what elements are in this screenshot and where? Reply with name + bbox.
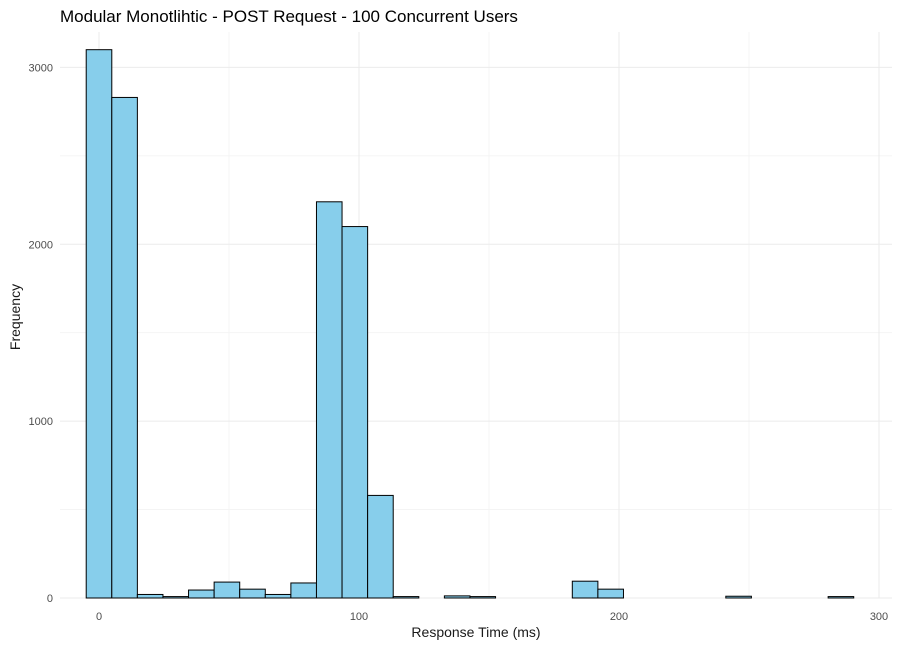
y-axis-title: Frequency xyxy=(7,284,23,350)
grid-lines xyxy=(60,32,892,599)
y-tick-label: 3000 xyxy=(29,62,53,74)
x-axis-title: Response Time (ms) xyxy=(411,624,540,640)
y-tick-label: 1000 xyxy=(29,416,53,428)
histogram-bar xyxy=(290,582,317,599)
histogram-bar xyxy=(315,201,343,599)
histogram-bars xyxy=(85,49,855,599)
x-tick-label: 0 xyxy=(96,611,102,623)
histogram-bar xyxy=(392,596,420,599)
histogram-bar xyxy=(162,596,190,599)
histogram-bar xyxy=(341,226,369,599)
histogram-bar xyxy=(111,96,138,599)
histogram-bar xyxy=(367,494,394,599)
histogram-bar xyxy=(827,596,855,599)
histogram-bar xyxy=(597,588,624,599)
x-tick-label: 300 xyxy=(870,611,888,623)
histogram-bar xyxy=(443,595,471,599)
chart-title: Modular Monotlihtic - POST Request - 100… xyxy=(60,7,518,26)
histogram-bar xyxy=(725,595,752,599)
y-tick-label: 2000 xyxy=(29,239,53,251)
histogram-bar xyxy=(85,49,113,599)
x-axis-ticks: 0 100 200 300 xyxy=(96,611,888,623)
histogram-bar xyxy=(571,580,599,599)
x-tick-label: 200 xyxy=(610,611,628,623)
histogram-bar xyxy=(188,589,215,599)
histogram-bar xyxy=(264,593,292,599)
histogram-bar xyxy=(239,588,266,599)
y-tick-label: 0 xyxy=(47,593,53,605)
histogram-bar xyxy=(136,593,164,599)
histogram-bar xyxy=(469,596,497,599)
y-axis-ticks: 0 1000 2000 3000 xyxy=(29,62,53,605)
histogram-bar xyxy=(213,581,241,599)
x-tick-label: 100 xyxy=(350,611,368,623)
